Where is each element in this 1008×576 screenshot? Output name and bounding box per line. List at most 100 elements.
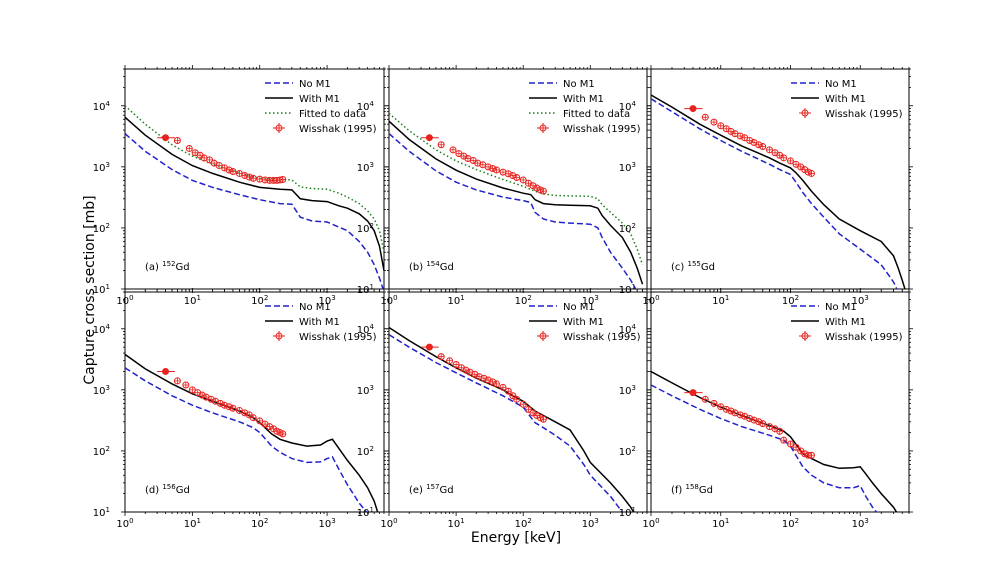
legend-label: No M1	[299, 302, 331, 313]
data-point	[786, 157, 794, 165]
data-point	[245, 173, 253, 181]
panel-label: (f) 158Gd	[671, 483, 713, 496]
series-line-fitted-to-data	[125, 105, 384, 253]
series-line-no-m1	[125, 133, 384, 289]
legend-label: Wisshak (1995)	[825, 109, 903, 120]
data-point	[736, 411, 744, 419]
data-point	[492, 380, 500, 388]
y-tick-label: 103	[93, 384, 110, 397]
legend-label: Wisshak (1995)	[563, 332, 641, 343]
data-point	[469, 157, 477, 165]
data-point	[513, 173, 521, 181]
data-point	[229, 404, 237, 412]
x-tick-label: 101	[184, 294, 201, 307]
x-tick-label: 102	[251, 517, 268, 530]
legend-marker	[275, 124, 283, 132]
legend-label: Wisshak (1995)	[563, 124, 641, 135]
x-tick-label: 101	[712, 294, 729, 307]
data-point	[437, 353, 445, 361]
data-point	[684, 389, 703, 397]
data-point	[801, 450, 809, 458]
data-point	[249, 414, 257, 422]
series-line-no-m1	[651, 384, 878, 512]
data-point	[206, 156, 214, 164]
y-tick-label: 103	[619, 384, 636, 397]
panel-frame	[388, 291, 648, 513]
data-point	[256, 417, 264, 425]
legend-label: Wisshak (1995)	[299, 332, 377, 343]
data-point	[519, 176, 527, 184]
data-point	[188, 386, 196, 394]
legend-label: With M1	[825, 317, 866, 328]
legend-label: Wisshak (1995)	[825, 332, 903, 343]
y-tick-label: 103	[93, 161, 110, 174]
data-point	[449, 146, 457, 154]
legend-label: With M1	[563, 317, 604, 328]
data-point	[225, 166, 233, 174]
data-point	[509, 172, 517, 180]
data-point	[717, 403, 725, 411]
series-line-fitted-to-data	[389, 112, 644, 265]
x-tick-label: 101	[184, 517, 201, 530]
y-tick-label: 102	[619, 222, 636, 235]
panel-label: (a) 152Gd	[145, 260, 190, 273]
y-tick-label: 104	[619, 100, 637, 113]
panel-frame	[124, 68, 385, 290]
y-tick-label: 104	[93, 323, 111, 336]
y-tick-label: 103	[357, 161, 374, 174]
data-point	[421, 134, 439, 142]
data-point	[249, 174, 257, 182]
y-tick-label: 103	[357, 384, 374, 397]
series-line-with-m1	[389, 326, 635, 512]
legend-label: No M1	[563, 79, 595, 90]
y-tick-label: 101	[357, 506, 374, 519]
legend-marker	[539, 332, 547, 340]
panel-frame	[388, 68, 648, 290]
data-point	[489, 164, 497, 172]
data-point	[684, 105, 703, 113]
data-point	[173, 137, 181, 145]
y-tick-label: 101	[619, 283, 636, 296]
y-tick-label: 104	[357, 100, 375, 113]
x-tick-label: 100	[380, 517, 397, 530]
data-point	[279, 176, 287, 184]
x-tick-label: 100	[116, 517, 133, 530]
legend-marker	[275, 332, 283, 340]
data-point	[225, 403, 233, 411]
panel-label: (c) 155Gd	[671, 260, 715, 273]
panel-label: (d) 156Gd	[145, 483, 190, 496]
legend-label: Fitted to data	[299, 109, 366, 120]
x-tick-label: 103	[852, 517, 869, 530]
panel-frame	[124, 291, 385, 513]
data-point	[509, 392, 517, 400]
legend: No M1 With M1 Wisshak (1995)	[791, 79, 903, 120]
legend: No M1 With M1 Wisshak (1995)	[265, 302, 377, 343]
y-tick-label: 102	[619, 445, 636, 458]
legend-label: No M1	[563, 302, 595, 313]
series-line-with-m1	[125, 353, 379, 512]
data-point	[780, 154, 788, 162]
data-point	[539, 415, 547, 423]
data-point	[173, 377, 181, 385]
x-tick-label: 102	[515, 294, 532, 307]
data-point	[717, 122, 725, 130]
data-point	[480, 374, 488, 382]
series-line-no-m1	[389, 133, 637, 289]
y-tick-label: 101	[357, 283, 374, 296]
legend-label: Wisshak (1995)	[299, 124, 377, 135]
data-point	[421, 343, 439, 351]
series-line-no-m1	[125, 367, 368, 512]
data-point	[504, 387, 512, 395]
legend: No M1 With M1 Fitted to data Wisshak (1995)	[265, 79, 377, 135]
data-point	[525, 405, 533, 413]
legend-label: With M1	[563, 94, 604, 105]
series-line-with-m1	[389, 120, 644, 285]
legend: No M1 With M1 Fitted to data Wisshak (1995)	[529, 79, 641, 135]
series-line-with-m1	[125, 116, 384, 271]
x-tick-label: 100	[642, 517, 659, 530]
y-tick-label: 101	[93, 283, 110, 296]
data-point	[437, 141, 445, 149]
data-point	[807, 169, 815, 177]
